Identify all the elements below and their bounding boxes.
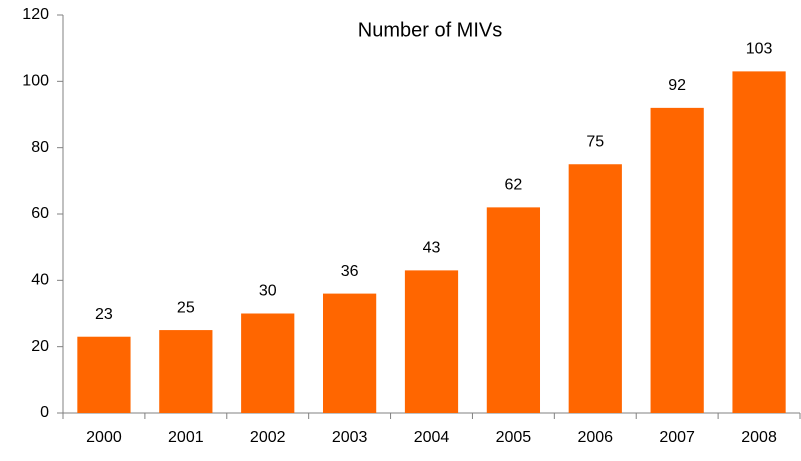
y-tick-label: 20: [31, 338, 49, 355]
bar: [486, 207, 541, 413]
bar: [241, 313, 295, 413]
data-label: 23: [95, 306, 113, 323]
data-label: 30: [259, 283, 277, 300]
data-label: 62: [504, 177, 522, 194]
bar: [404, 270, 459, 413]
x-tick-label: 2000: [86, 429, 122, 446]
data-label: 75: [586, 133, 604, 150]
y-tick-label: 120: [22, 6, 49, 23]
data-label: 25: [177, 299, 195, 316]
bar: [732, 71, 786, 413]
bar: [159, 330, 213, 413]
data-label: 92: [668, 77, 686, 94]
bar: [77, 336, 131, 413]
x-tick-label: 2001: [168, 429, 204, 446]
x-tick-label: 2007: [659, 429, 695, 446]
bar: [568, 164, 622, 413]
y-tick-label: 100: [22, 73, 49, 90]
x-tick-label: 2008: [741, 429, 777, 446]
x-tick-label: 2002: [250, 429, 286, 446]
x-tick-label: 2003: [332, 429, 368, 446]
x-tick-label: 2006: [577, 429, 613, 446]
data-label: 103: [746, 41, 773, 58]
data-label: 43: [423, 240, 441, 257]
bar: [650, 107, 704, 413]
chart-title: Number of MIVs: [358, 19, 502, 41]
data-label: 36: [341, 263, 359, 280]
x-tick-label: 2004: [414, 429, 450, 446]
bar: [322, 293, 377, 413]
x-tick-label: 2005: [496, 429, 532, 446]
y-tick-label: 0: [40, 404, 49, 421]
y-tick-label: 80: [31, 139, 49, 156]
y-tick-label: 60: [31, 205, 49, 222]
y-tick-label: 40: [31, 272, 49, 289]
